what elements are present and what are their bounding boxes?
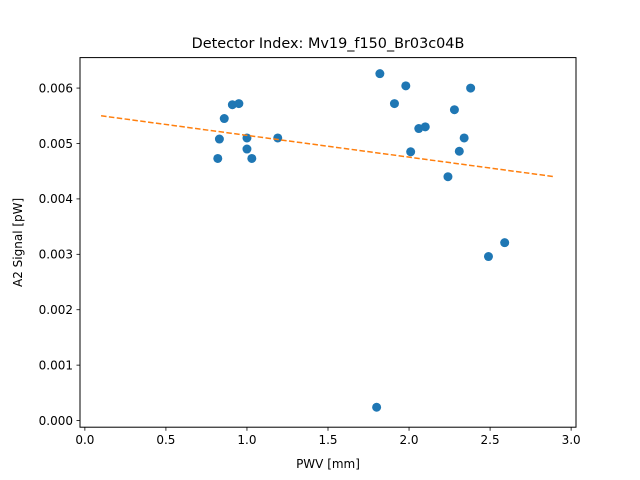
y-tick-label: 0.000: [39, 414, 73, 428]
data-point: [420, 122, 430, 132]
data-point: [375, 69, 385, 79]
data-point: [247, 153, 257, 163]
y-tick-label: 0.005: [39, 137, 73, 151]
chart-title: Detector Index: Mv19_f150_Br03c04B: [192, 36, 465, 52]
data-point: [459, 133, 469, 143]
x-tick-label: 2.0: [399, 433, 418, 447]
y-tick-label: 0.004: [39, 192, 73, 206]
x-axis-ticks: 0.0 0.5 1.0 1.5 2.0 2.5 3.0: [75, 427, 581, 447]
data-point: [401, 81, 411, 91]
y-axis-label: A2 Signal [pW]: [11, 198, 25, 287]
data-point: [389, 99, 399, 109]
data-point: [443, 172, 453, 182]
data-point: [213, 153, 223, 163]
y-tick-label: 0.006: [39, 81, 73, 95]
data-point: [483, 252, 493, 262]
data-point: [454, 146, 464, 156]
x-tick-label: 2.5: [481, 433, 500, 447]
data-point: [466, 83, 476, 93]
data-point: [234, 99, 244, 109]
y-axis-ticks: 0.000 0.001 0.002 0.003 0.004 0.005 0.006: [39, 81, 80, 428]
y-tick-label: 0.001: [39, 358, 73, 372]
fit-line: [100, 115, 556, 178]
x-tick-label: 1.0: [237, 433, 256, 447]
y-tick-label: 0.003: [39, 248, 73, 262]
x-tick-label: 1.5: [318, 433, 337, 447]
data-point: [273, 133, 283, 143]
data-point: [219, 114, 229, 124]
data-point: [406, 147, 416, 157]
x-tick-label: 3.0: [562, 433, 581, 447]
x-axis-label: PWV [mm]: [296, 457, 360, 471]
data-point: [214, 134, 224, 144]
x-tick-label: 0.0: [75, 433, 94, 447]
x-tick-label: 0.5: [156, 433, 175, 447]
data-point: [372, 402, 382, 412]
data-point: [500, 238, 510, 248]
y-tick-label: 0.002: [39, 303, 73, 317]
plot-area: [100, 69, 556, 412]
data-point: [242, 144, 252, 154]
data-point: [449, 105, 459, 115]
